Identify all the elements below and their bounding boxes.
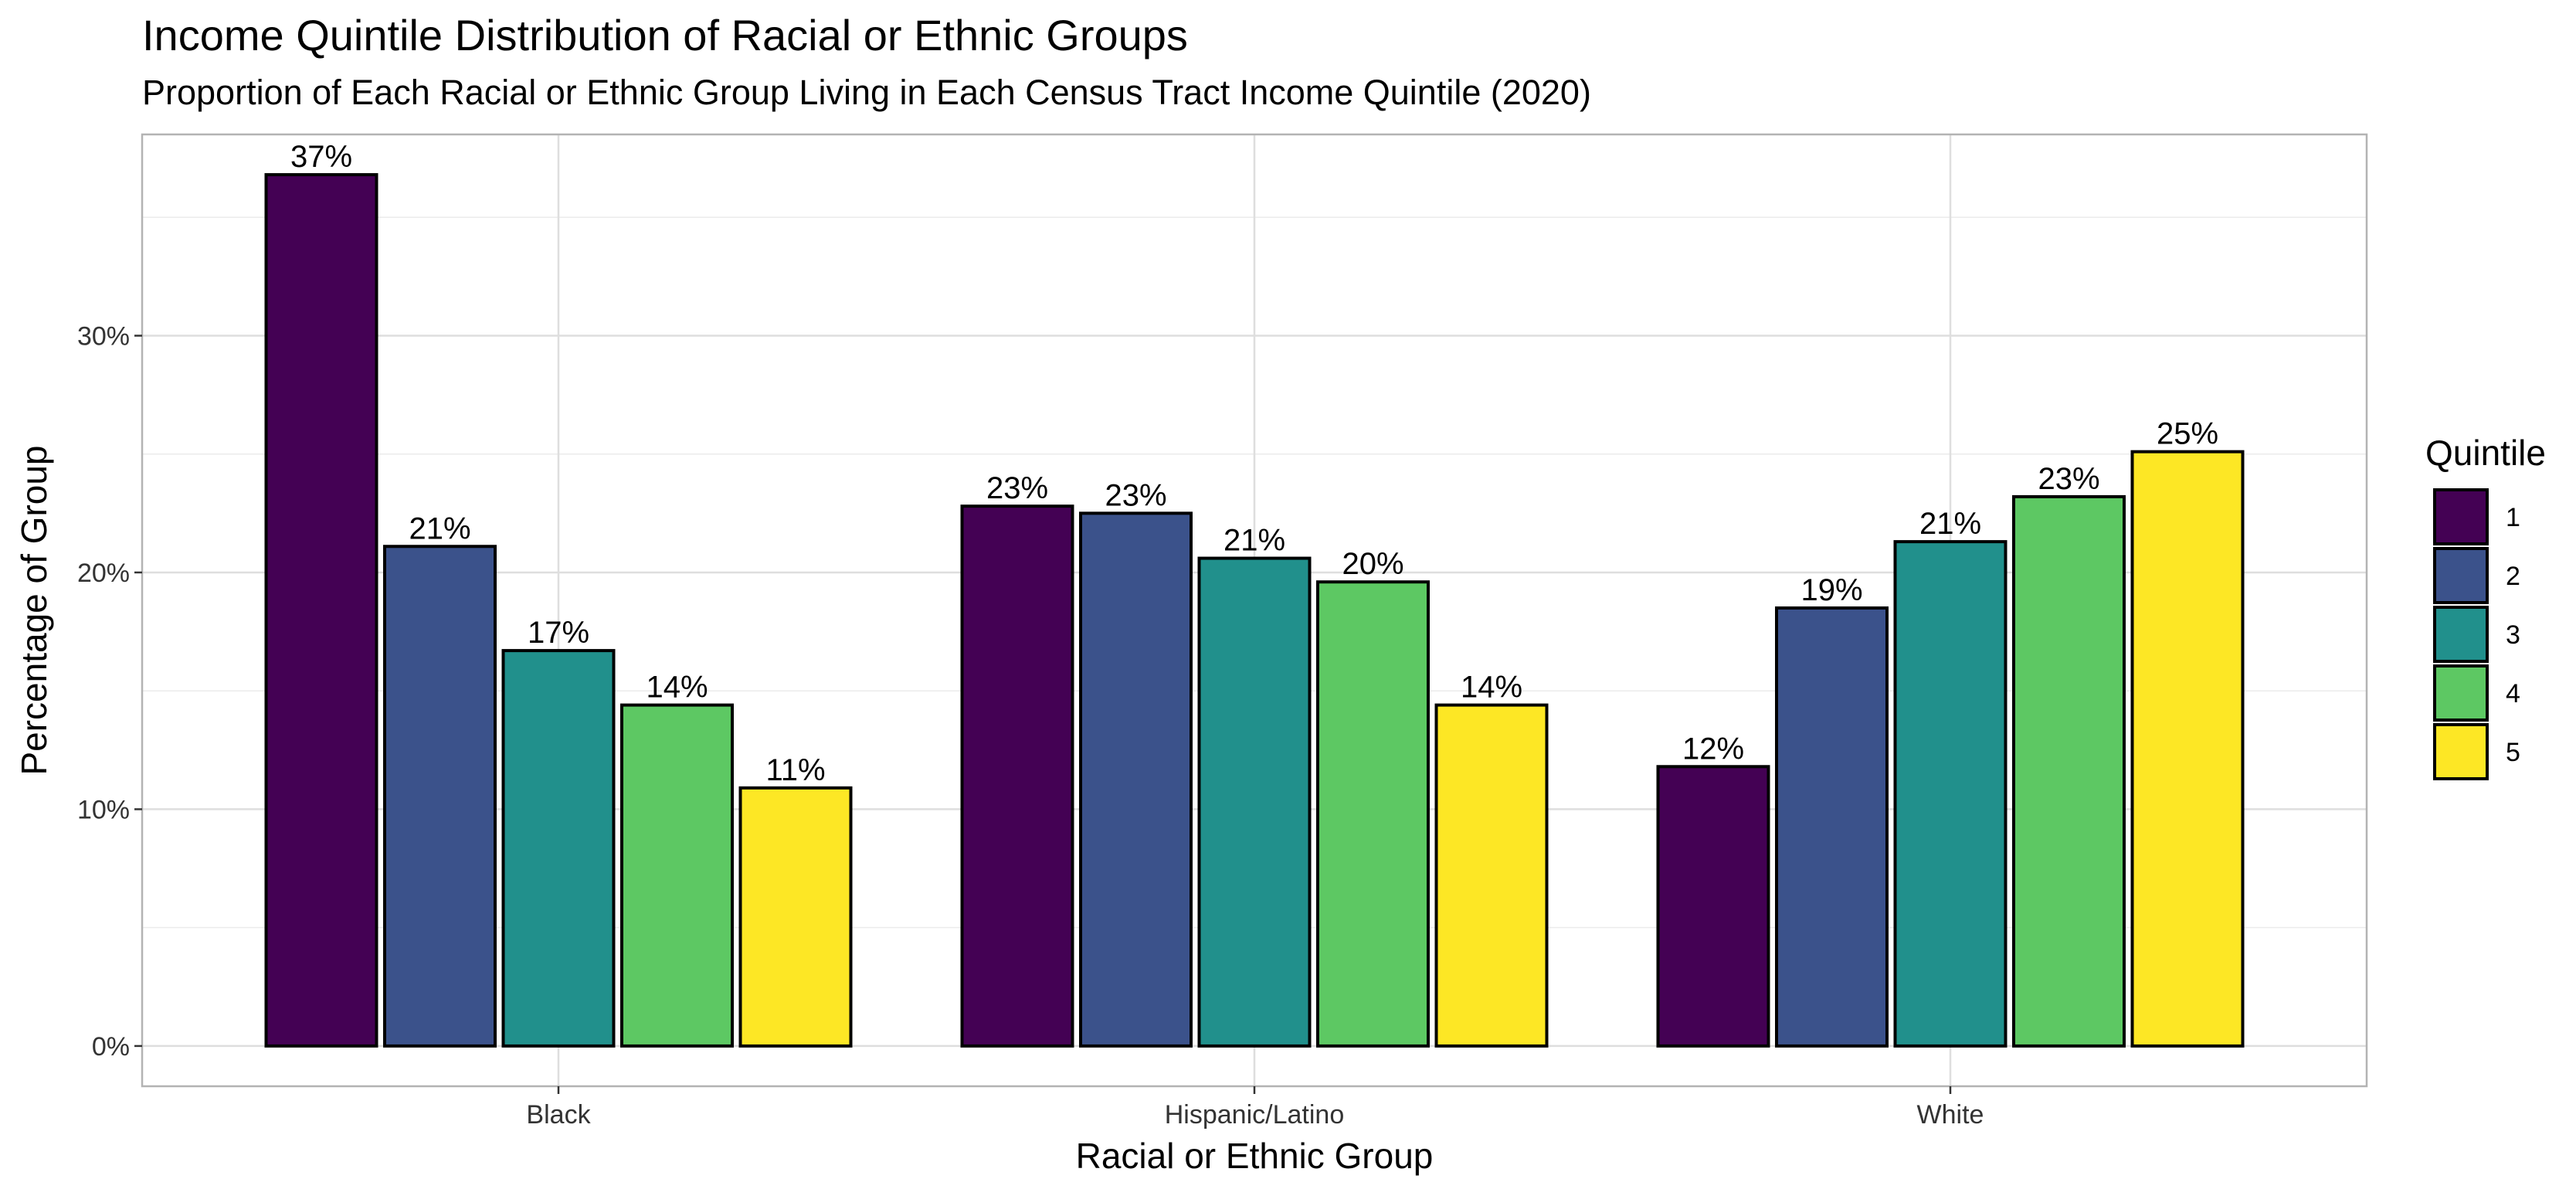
y-axis-ticks: 0% 10% 20% 30%	[77, 321, 142, 1062]
legend-label: 3	[2506, 620, 2520, 650]
legend-key-q5	[2433, 723, 2489, 780]
data-label: 11%	[765, 753, 825, 787]
x-tick-label: Black	[526, 1100, 591, 1130]
legend-label: 5	[2506, 738, 2520, 767]
chart-title: Income Quintile Distribution of Racial o…	[142, 11, 1188, 59]
bar-white-q5	[2130, 450, 2245, 1048]
legend-label: 2	[2506, 562, 2520, 591]
data-label: 21%	[1919, 507, 1981, 541]
legend-title: Quintile	[2425, 433, 2546, 473]
data-label: 19%	[1800, 573, 1862, 607]
bar-black-q4	[620, 703, 734, 1048]
legend-label: 4	[2506, 679, 2520, 708]
y-tick-label: 0%	[92, 1032, 130, 1062]
data-label: 21%	[1224, 524, 1285, 558]
data-label: 14%	[646, 671, 708, 705]
data-label: 14%	[1461, 671, 1522, 705]
data-label: 23%	[2038, 462, 2099, 496]
y-tick-label: 30%	[77, 321, 130, 351]
bar-hispanic-latino-q3	[1197, 556, 1312, 1048]
legend-key-q3	[2433, 606, 2489, 663]
legend-key-q1	[2433, 488, 2489, 545]
data-label: 23%	[986, 471, 1048, 505]
legend-items: 1 2 3 4 5	[2433, 488, 2520, 780]
bar-black-q3	[501, 649, 616, 1048]
data-label: 37%	[290, 140, 352, 174]
legend-key-q2	[2433, 547, 2489, 604]
data-label: 20%	[1342, 547, 1403, 581]
legend-label: 1	[2506, 503, 2520, 532]
bar-black-q2	[383, 545, 497, 1048]
bar-hispanic-latino-q4	[1316, 580, 1430, 1048]
bar-black-q5	[738, 786, 853, 1048]
x-tick-label: White	[1917, 1100, 1984, 1130]
y-axis-title: Percentage of Group	[14, 445, 54, 775]
bar-hispanic-latino-q5	[1434, 703, 1549, 1048]
bar-white-q1	[1656, 765, 1770, 1048]
bar-white-q3	[1893, 540, 2008, 1048]
bar-black-q1	[264, 173, 378, 1048]
x-tick-label: Hispanic/Latino	[1165, 1100, 1344, 1130]
y-tick-label: 20%	[77, 559, 130, 588]
chart-subtitle: Proportion of Each Racial or Ethnic Grou…	[142, 73, 1591, 112]
x-axis-title: Racial or Ethnic Group	[1076, 1136, 1434, 1176]
legend-key-q4	[2433, 664, 2489, 722]
bar-hispanic-latino-q1	[960, 504, 1074, 1048]
bar-white-q4	[2012, 494, 2126, 1048]
bars	[264, 173, 2245, 1048]
x-axis-ticks: Black Hispanic/Latino White	[526, 1086, 1984, 1130]
legend: Quintile 1 2 3 4 5	[2425, 433, 2546, 780]
data-label: 17%	[528, 616, 589, 650]
y-tick-label: 10%	[77, 795, 130, 824]
bar-hispanic-latino-q2	[1079, 511, 1193, 1048]
data-label: 21%	[409, 511, 470, 545]
data-label: 12%	[1682, 732, 1744, 766]
bar-white-q2	[1775, 606, 1889, 1048]
data-label: 23%	[1105, 478, 1166, 512]
data-label: 25%	[2157, 417, 2218, 451]
data-labels: 37% 21% 17% 14% 11% 23% 23% 21% 20% 14% 12% 19% 21% 2…	[290, 140, 2218, 787]
